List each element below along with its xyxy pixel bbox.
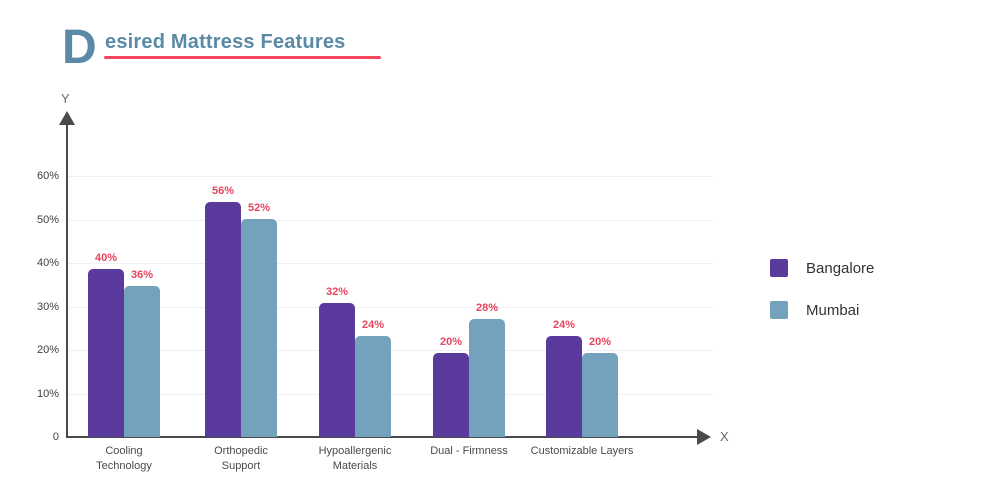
- gridline-50: [67, 220, 713, 221]
- y-tick-20: 20%: [36, 344, 59, 356]
- bar-bangalore-cooling-technology: [88, 269, 124, 437]
- value-label-mumbai-customizable-layers: 20%: [588, 336, 612, 348]
- legend-label-mumbai: Mumbai: [806, 301, 860, 319]
- value-label-mumbai-orthopedic-support: 52%: [247, 202, 271, 214]
- legend-swatch-bangalore: [770, 259, 788, 277]
- gridline-60: [67, 176, 713, 177]
- x-axis-label: X: [720, 429, 729, 444]
- title-underline: [104, 56, 381, 59]
- y-axis: [66, 124, 68, 437]
- category-label-hypoallergenic-materials: Hypoallergenic Materials: [318, 445, 392, 473]
- y-tick-30: 30%: [36, 301, 59, 313]
- y-tick-40: 40%: [36, 257, 59, 269]
- legend-swatch-mumbai: [770, 301, 788, 319]
- x-axis-arrow-icon: [697, 429, 711, 445]
- category-label-cooling-technology: Cooling Technology: [96, 445, 152, 473]
- legend-label-bangalore: Bangalore: [806, 259, 875, 277]
- title-drop-cap: D: [62, 21, 97, 74]
- page-title: esired Mattress Features: [105, 31, 346, 53]
- x-axis: [66, 436, 698, 438]
- value-label-mumbai-dual-firmness: 28%: [475, 302, 499, 314]
- value-label-bangalore-customizable-layers: 24%: [552, 319, 576, 331]
- bar-mumbai-orthopedic-support: [241, 219, 277, 437]
- y-axis-label: Y: [61, 91, 70, 106]
- bar-bangalore-dual-firmness: [433, 353, 469, 437]
- gridline-30: [67, 307, 713, 308]
- value-label-bangalore-hypoallergenic-materials: 32%: [325, 286, 349, 298]
- category-label-dual-firmness: Dual - Firmness: [430, 445, 508, 457]
- bar-bangalore-customizable-layers: [546, 336, 582, 437]
- value-label-bangalore-orthopedic-support: 56%: [211, 185, 235, 197]
- bar-mumbai-cooling-technology: [124, 286, 160, 437]
- bar-mumbai-customizable-layers: [582, 353, 618, 437]
- y-tick-50: 50%: [36, 214, 59, 226]
- y-tick-10: 10%: [36, 388, 59, 400]
- value-label-mumbai-cooling-technology: 36%: [130, 269, 154, 281]
- legend: Bangalore Mumbai: [770, 259, 874, 343]
- bar-bangalore-orthopedic-support: [205, 202, 241, 437]
- category-label-customizable-layers: Customizable Layers: [530, 445, 634, 457]
- bar-mumbai-hypoallergenic-materials: [355, 336, 391, 437]
- value-label-bangalore-dual-firmness: 20%: [439, 336, 463, 348]
- legend-item-mumbai: Mumbai: [770, 301, 874, 319]
- bar-mumbai-dual-firmness: [469, 319, 505, 437]
- y-tick-0: 0: [52, 431, 59, 443]
- value-label-bangalore-cooling-technology: 40%: [94, 252, 118, 264]
- y-tick-60: 60%: [36, 170, 59, 182]
- legend-item-bangalore: Bangalore: [770, 259, 874, 277]
- y-axis-arrow-icon: [59, 111, 75, 125]
- category-label-orthopedic-support: Orthopedic Support: [214, 445, 268, 473]
- value-label-mumbai-hypoallergenic-materials: 24%: [361, 319, 385, 331]
- bar-bangalore-hypoallergenic-materials: [319, 303, 355, 437]
- gridline-40: [67, 263, 713, 264]
